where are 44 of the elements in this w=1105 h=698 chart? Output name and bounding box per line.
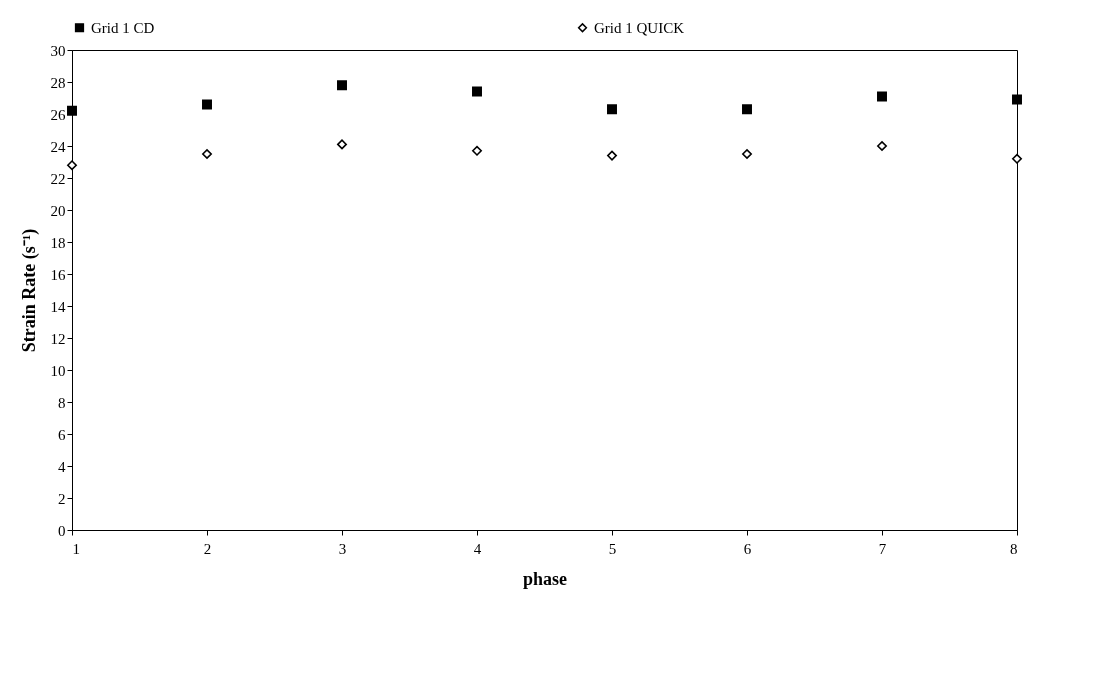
y-tick-label: 14 <box>50 298 66 315</box>
y-tick-label: 16 <box>50 266 66 283</box>
legend-label: Grid 1 CD <box>91 19 155 36</box>
y-tick-label: 8 <box>58 394 66 411</box>
y-tick-label: 10 <box>50 362 66 379</box>
y-tick-label: 20 <box>50 202 66 219</box>
x-tick-label: 3 <box>338 540 347 557</box>
point <box>877 91 887 102</box>
x-tick-label: 7 <box>878 540 887 557</box>
y-tick-label: 12 <box>50 330 66 347</box>
point <box>337 139 347 150</box>
point <box>67 160 77 171</box>
y-tick-label: 24 <box>50 138 66 155</box>
x-axis-title: phase <box>522 568 568 589</box>
point <box>337 80 347 91</box>
point <box>67 105 77 116</box>
point <box>202 149 212 159</box>
x-tick-label: 5 <box>608 540 617 557</box>
y-tick-label: 18 <box>50 234 66 251</box>
x-tick-label: 4 <box>473 540 482 557</box>
y-tick-label: 28 <box>50 74 66 91</box>
y-tick-label: 2 <box>58 490 66 507</box>
y-axis-title: Strain Rate (s⁻¹) <box>18 228 40 353</box>
point <box>877 141 887 151</box>
point <box>607 104 617 115</box>
x-tick-label: 1 <box>72 540 80 557</box>
legend-label: Grid 1 QUICK <box>594 19 685 36</box>
x-tick-label: 8 <box>1010 540 1018 557</box>
y-tick-label: 22 <box>50 170 66 187</box>
x-tick-label: 2 <box>203 540 212 557</box>
point <box>1012 153 1022 164</box>
x-tick-label: 6 <box>743 540 752 557</box>
point <box>742 104 752 115</box>
y-tick-label: 0 <box>58 522 66 539</box>
y-tick-label: 30 <box>50 42 66 59</box>
y-tick-label: 26 <box>50 106 66 123</box>
y-tick-label: 6 <box>58 426 66 443</box>
y-tick-label: 4 <box>58 458 66 475</box>
point <box>472 86 482 97</box>
point <box>1012 94 1022 105</box>
point <box>607 150 617 161</box>
point <box>202 99 212 110</box>
point <box>472 145 482 156</box>
point <box>742 149 752 159</box>
